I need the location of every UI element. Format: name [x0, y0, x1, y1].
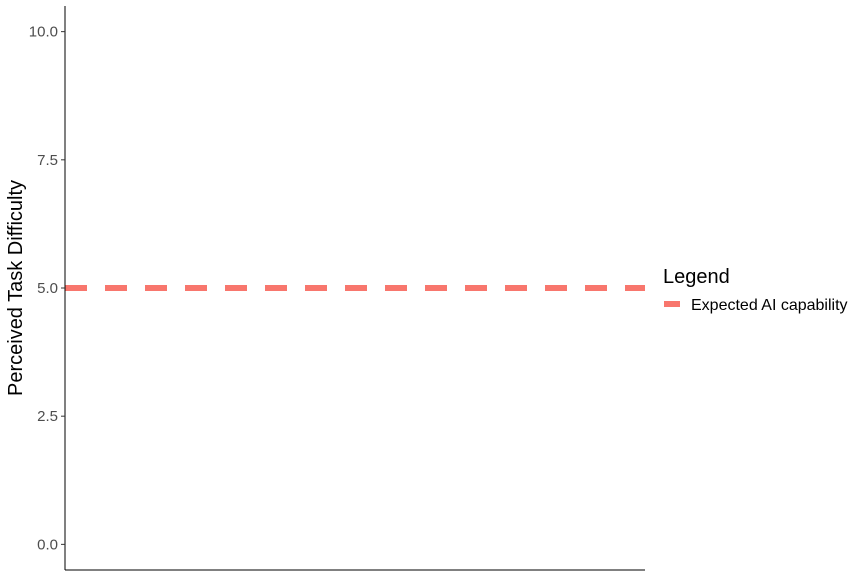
y-tick-label: 2.5 — [37, 408, 58, 425]
y-tick-label: 10.0 — [29, 24, 58, 41]
y-tick-label: 5.0 — [37, 280, 58, 297]
y-axis: 0.0 2.5 5.0 7.5 10.0 — [29, 6, 66, 570]
legend-label: Expected AI capability — [691, 297, 848, 314]
legend: Legend Expected AI capability — [663, 266, 848, 314]
y-tick-label: 0.0 — [37, 536, 58, 553]
legend-items: Expected AI capability — [664, 297, 848, 314]
y-axis-title: Perceived Task Difficulty — [5, 180, 27, 396]
legend-title: Legend — [663, 266, 730, 288]
y-tick-label: 7.5 — [37, 152, 58, 169]
